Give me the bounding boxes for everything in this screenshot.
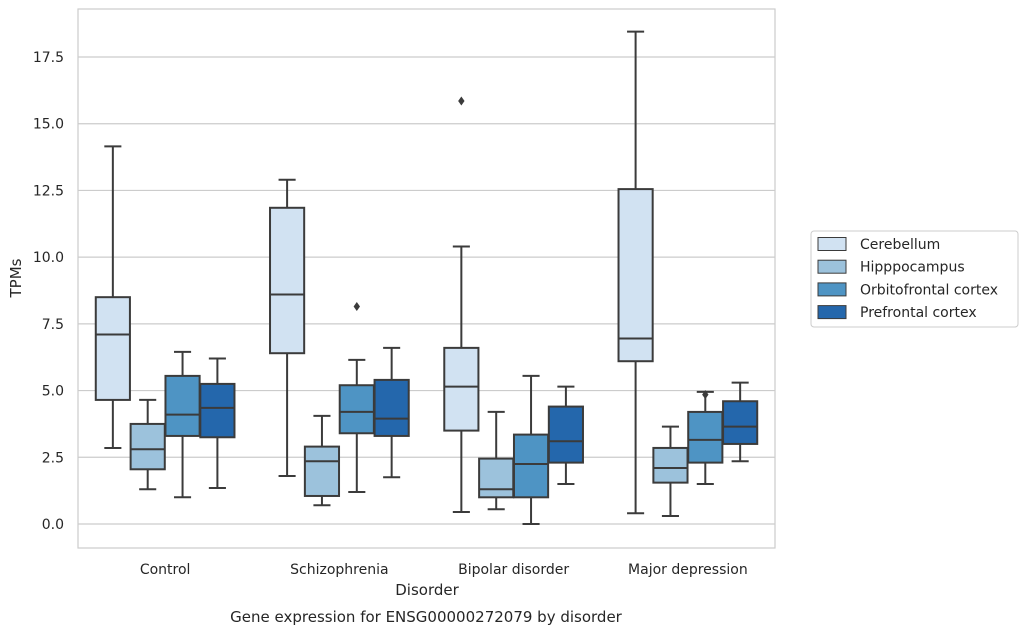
box-2-1	[478, 410, 515, 511]
box-body	[199, 382, 236, 439]
box-body	[164, 374, 201, 437]
legend-label: Cerebellum	[860, 237, 940, 253]
box-2-2	[512, 374, 550, 525]
y-tick-label: 10.0	[33, 250, 64, 266]
box-body	[94, 296, 131, 401]
outlier-point	[458, 96, 465, 106]
x-axis-tick-labels: Control Schizophrenia Bipolar disorder Majo…	[140, 562, 748, 578]
x-tick-label: Schizophrenia	[290, 562, 388, 578]
outlier-point	[353, 302, 360, 312]
legend-swatch	[817, 282, 847, 297]
box-2-0	[443, 96, 480, 513]
box-body	[547, 405, 584, 464]
box-body	[303, 445, 341, 497]
box-0-1	[129, 398, 166, 491]
x-axis-label: Disorder	[395, 581, 459, 599]
legend-swatch	[817, 237, 847, 251]
y-axis-label: TPMs	[7, 258, 25, 298]
x-tick-label: Major depression	[628, 562, 748, 578]
y-tick-label: 17.5	[33, 50, 64, 66]
y-tick-label: 7.5	[42, 317, 64, 333]
legend-swatch	[817, 305, 847, 320]
y-tick-label: 0.0	[42, 517, 64, 533]
x-tick-label: Bipolar disorder	[458, 562, 569, 578]
box-body	[512, 433, 550, 499]
box-3-1	[652, 425, 689, 517]
box-body	[129, 422, 166, 471]
box-body	[687, 410, 724, 464]
legend-label: Prefrontal cortex	[860, 305, 977, 321]
box-body	[269, 206, 306, 355]
y-tick-label: 5.0	[42, 384, 64, 400]
legend: Cerebellum Hipppocampus Orbitofrontal cort…	[810, 230, 1019, 328]
y-tick-label: 12.5	[33, 183, 64, 199]
box-0-3	[199, 357, 236, 489]
y-axis-tick-labels: 0.0 2.5 5.0 7.5 10.0 12.5 15.0 17.5	[33, 50, 64, 533]
box-series	[94, 30, 759, 525]
legend-label: Hipppocampus	[860, 260, 965, 276]
box-0-0	[94, 145, 131, 449]
legend-label: Orbitofrontal cortex	[860, 282, 998, 298]
box-3-0	[617, 30, 654, 515]
x-tick-label: Control	[140, 562, 191, 578]
box-body	[373, 378, 410, 437]
legend-swatch	[817, 259, 847, 274]
box-3-2	[687, 390, 724, 485]
box-body	[443, 346, 480, 432]
y-tick-label: 15.0	[33, 117, 64, 133]
box-2-3	[547, 385, 584, 485]
box-3-3	[722, 381, 759, 463]
box-body	[652, 446, 689, 484]
box-1-0	[269, 178, 306, 477]
legend-items: Cerebellum Hipppocampus Orbitofrontal cort…	[817, 237, 998, 321]
box-body	[478, 457, 515, 499]
outlier-point	[702, 390, 709, 400]
box-body	[722, 400, 759, 445]
legend-frame	[810, 230, 1019, 328]
plot-frame	[77, 8, 776, 549]
y-tick-label: 2.5	[42, 450, 64, 466]
figure-caption: Gene expression for ENSG00000272079 by d…	[230, 608, 623, 626]
box-1-2	[338, 302, 375, 493]
box-1-3	[373, 346, 410, 479]
box-body	[617, 188, 654, 363]
box-1-1	[303, 414, 341, 507]
box-body	[338, 384, 375, 435]
